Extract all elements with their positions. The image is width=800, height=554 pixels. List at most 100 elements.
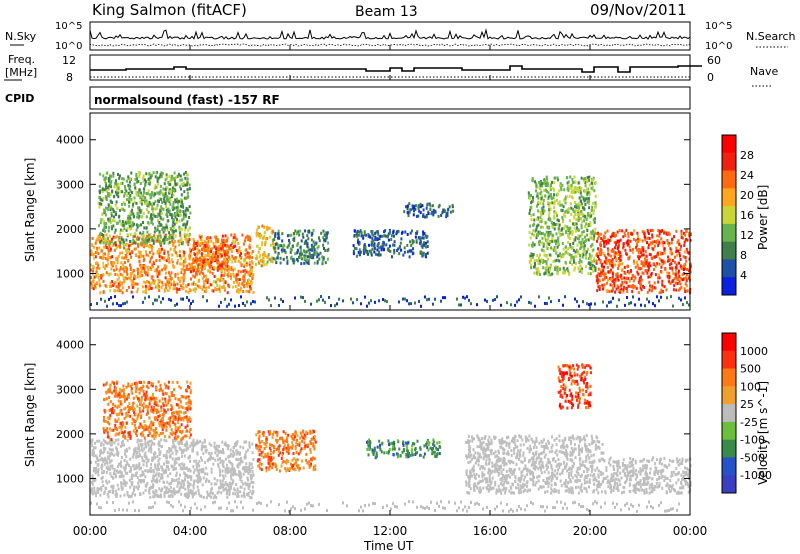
scatter-cell-1 — [152, 194, 155, 198]
scatter-cell-0 — [226, 258, 229, 262]
scatter-cell-7 — [546, 264, 548, 268]
scatter-cell-0 — [215, 240, 218, 244]
scatter-cell-0 — [178, 440, 181, 444]
scatter-cell-7 — [547, 237, 550, 241]
scatter-cell-4 — [288, 239, 290, 242]
scatter-cell-7 — [589, 212, 592, 216]
scatter-cell-0 — [170, 493, 173, 497]
scatter-cell-0 — [195, 287, 197, 291]
scatter-cell-0 — [191, 495, 194, 499]
near-range-cell — [500, 303, 502, 307]
scatter-cell-0 — [193, 459, 196, 463]
scatter-cell-2 — [192, 247, 194, 251]
scatter-cell-8 — [674, 260, 676, 264]
scatter-cell-8 — [638, 238, 641, 242]
scatter-cell-0 — [235, 278, 238, 282]
scatter-cell-3 — [261, 224, 264, 228]
scatter-cell-8 — [637, 240, 640, 243]
scatter-cell-0 — [129, 265, 132, 269]
scatter-cell-0 — [173, 479, 176, 483]
scatter-cell-0 — [90, 439, 93, 443]
scatter-cell-4 — [315, 241, 318, 245]
scatter-cell-7 — [528, 231, 531, 235]
scatter-cell-5 — [388, 244, 391, 248]
scatter-cell-4 — [299, 229, 302, 233]
scatter-cell-7 — [587, 247, 589, 251]
scatter-cell-0 — [142, 259, 145, 263]
scatter-cell-7 — [537, 261, 540, 265]
scatter-cell-5 — [365, 233, 368, 237]
scatter-cell-0 — [237, 473, 240, 477]
scatter-cell-7 — [589, 254, 591, 258]
scatter-cell-8 — [667, 241, 670, 245]
scatter-cell-6 — [432, 208, 435, 212]
scatter-cell-0 — [127, 285, 130, 289]
scatter-cell-0 — [214, 494, 216, 498]
scatter-cell-4 — [323, 238, 326, 242]
scatter-cell-7 — [567, 271, 570, 275]
scatter-cell-1 — [134, 186, 137, 190]
scatter-cell-0 — [237, 273, 239, 277]
scatter-cell-0 — [236, 494, 239, 498]
scatter-cell-0 — [120, 464, 123, 468]
scatter-cell-0 — [122, 267, 125, 271]
scatter-cell-8 — [657, 244, 660, 248]
scatter-cell-8 — [643, 264, 646, 268]
scatter-cell-0 — [94, 446, 97, 450]
near-range-cell — [158, 295, 160, 299]
scatter-cell-1 — [172, 226, 175, 230]
scatter-cell-6 — [414, 204, 417, 208]
scatter-cell-0 — [114, 236, 117, 239]
scatter-cell-7 — [557, 236, 560, 240]
scatter-cell-0 — [207, 457, 210, 461]
colorbar-segment — [722, 223, 736, 243]
scatter-cell-1 — [153, 236, 156, 240]
scatter-cell-8 — [670, 241, 673, 245]
scatter-cell-7 — [542, 244, 545, 248]
scatter-cell-7 — [554, 248, 557, 252]
scatter-cell-7 — [545, 266, 548, 270]
scatter-cell-0 — [230, 467, 233, 471]
scatter-cell-0 — [134, 282, 137, 286]
scatter-cell-0 — [218, 468, 221, 472]
scatter-cell-7 — [568, 253, 571, 257]
scatter-cell-8 — [668, 276, 671, 280]
scatter-cell-0 — [115, 438, 118, 442]
scatter-cell-1 — [169, 213, 172, 216]
scatter-cell-4 — [306, 255, 309, 259]
scatter-cell-0 — [145, 287, 148, 291]
scatter-cell-0 — [171, 465, 174, 468]
scatter-cell-0 — [210, 451, 213, 455]
scatter-cell-7 — [548, 204, 551, 208]
scatter-cell-4 — [300, 257, 303, 261]
scatter-cell-3 — [255, 234, 258, 238]
scatter-cell-8 — [669, 258, 672, 262]
scatter-cell-1 — [131, 221, 134, 225]
scatter-cell-2 — [223, 249, 225, 253]
scatter-cell-8 — [624, 233, 627, 237]
scatter-cell-0 — [224, 234, 227, 238]
scatter-cell-0 — [150, 485, 153, 489]
scatter-cell-3 — [256, 232, 259, 235]
near-range-cell — [420, 304, 422, 308]
scatter-cell-8 — [648, 288, 651, 292]
scatter-cell-7 — [533, 265, 535, 269]
scatter-cell-0 — [234, 492, 237, 496]
scatter-cell-0 — [150, 439, 153, 443]
scatter-cell-5 — [378, 237, 381, 241]
scatter-cell-8 — [602, 287, 604, 291]
scatter-cell-6 — [419, 202, 422, 206]
scatter-cell-0 — [231, 254, 234, 258]
scatter-cell-1 — [133, 234, 136, 238]
scatter-cell-8 — [624, 286, 627, 290]
scatter-cell-5 — [376, 230, 379, 234]
scatter-cell-0 — [143, 269, 146, 273]
scatter-cell-0 — [239, 475, 241, 479]
scatter-cell-0 — [183, 275, 186, 279]
near-range-cell — [588, 303, 590, 307]
scatter-cell-7 — [558, 189, 561, 193]
scatter-cell-0 — [158, 440, 160, 444]
scatter-cell-1 — [143, 191, 145, 195]
scatter-cell-0 — [160, 438, 163, 442]
